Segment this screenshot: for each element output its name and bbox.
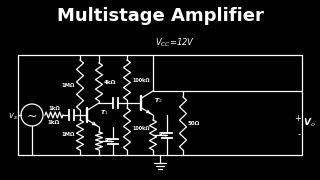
- Text: 1kΩ: 1kΩ: [48, 120, 60, 125]
- Text: R$_{E_2}$: R$_{E_2}$: [158, 130, 168, 140]
- Text: 100kΩ: 100kΩ: [132, 78, 149, 82]
- Text: 4kΩ: 4kΩ: [104, 80, 116, 84]
- Text: 1kΩ: 1kΩ: [48, 106, 60, 111]
- Text: +: +: [294, 114, 301, 123]
- Text: R$_{E_1}$: R$_{E_1}$: [104, 136, 114, 146]
- Text: 1MΩ: 1MΩ: [62, 82, 75, 87]
- Text: v$_s$: v$_s$: [8, 112, 18, 122]
- Text: Multistage Amplifier: Multistage Amplifier: [57, 7, 263, 25]
- Text: ~: ~: [27, 109, 37, 123]
- Text: 100kΩ: 100kΩ: [132, 127, 149, 132]
- Text: 50Ω: 50Ω: [188, 121, 200, 126]
- Text: -: -: [298, 130, 301, 140]
- Text: V$_o$: V$_o$: [303, 117, 316, 129]
- Text: T$_2$: T$_2$: [154, 96, 163, 105]
- Text: V$_{CC}$=12V: V$_{CC}$=12V: [155, 37, 195, 49]
- Text: T$_1$: T$_1$: [100, 109, 109, 118]
- Text: 1MΩ: 1MΩ: [62, 132, 75, 138]
